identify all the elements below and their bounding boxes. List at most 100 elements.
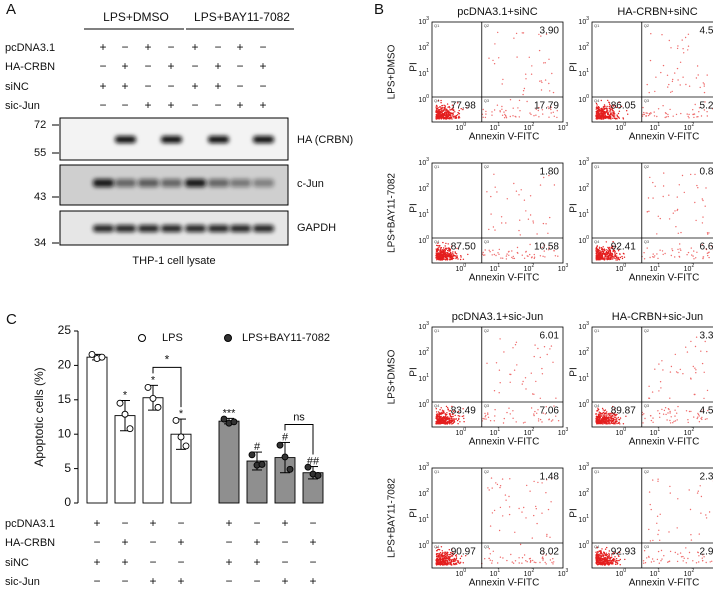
event-dot [618, 555, 620, 558]
caption: THP-1 cell lysate [132, 255, 215, 267]
y-axis-label: PI [409, 508, 420, 517]
event-dot [441, 258, 444, 261]
event-dot [613, 257, 615, 259]
condition-sign: + [225, 555, 232, 569]
event-dot [443, 104, 445, 107]
event-dot [667, 86, 669, 88]
event-dot [447, 564, 449, 566]
event-dot [687, 45, 690, 47]
event-dot [437, 99, 440, 102]
event-dot [436, 413, 438, 415]
event-dot [697, 187, 699, 189]
event-dot [492, 226, 495, 228]
event-dot [676, 208, 679, 211]
event-dot [643, 562, 645, 564]
event-dot [649, 256, 651, 259]
event-dot [450, 112, 452, 114]
event-dot [533, 414, 535, 417]
tick-base: 10 [650, 430, 658, 437]
event-dot [648, 385, 650, 387]
event-dot [458, 562, 460, 564]
event-dot [512, 347, 514, 349]
event-dot [597, 413, 599, 415]
event-dot [601, 256, 604, 258]
event-dot [661, 360, 663, 362]
event-dot [600, 551, 602, 554]
event-dot [486, 191, 488, 193]
tick-base: 10 [418, 350, 426, 357]
condition-sign: + [214, 59, 221, 73]
event-dot [519, 219, 521, 221]
condition-sign: − [253, 574, 260, 588]
event-dot [436, 550, 438, 552]
plot-frame [431, 326, 564, 428]
event-dot [657, 480, 659, 482]
event-dot [504, 494, 507, 496]
event-dot [438, 558, 441, 560]
event-dot [699, 485, 701, 487]
event-dot [649, 59, 652, 62]
event-dot [661, 34, 663, 36]
event-dot [453, 559, 455, 561]
event-dot [648, 528, 650, 531]
condition-sign: + [144, 40, 151, 54]
event-dot [659, 217, 661, 220]
event-dot [484, 558, 486, 560]
event-dot [509, 373, 511, 375]
event-dot [700, 350, 702, 352]
event-dot [671, 248, 673, 250]
event-dot [516, 56, 518, 58]
event-dot [607, 563, 609, 566]
event-dot [506, 198, 508, 200]
event-dot [670, 416, 672, 418]
plot-frame [591, 467, 713, 569]
event-dot [485, 414, 487, 417]
event-dot [648, 397, 650, 399]
event-dot [667, 113, 669, 116]
event-dot [452, 410, 455, 412]
tick-exponent: 1 [657, 568, 660, 574]
event-dot [457, 114, 459, 116]
tick-base: 10 [558, 571, 566, 578]
quadrant-value: 6.01 [540, 331, 560, 342]
event-dot [535, 380, 537, 383]
event-dot [674, 210, 676, 212]
event-dot [512, 562, 515, 564]
event-dot [435, 248, 437, 250]
event-dot [612, 245, 614, 247]
event-dot [449, 413, 451, 415]
event-dot [446, 110, 449, 112]
bracket [152, 366, 182, 408]
event-dot [602, 414, 604, 416]
event-dot [508, 407, 510, 409]
event-dot [669, 492, 671, 494]
event-dot [679, 368, 681, 371]
event-dot [705, 248, 707, 250]
event-dot [669, 412, 671, 414]
event-dot [450, 109, 452, 111]
event-dot [440, 422, 442, 424]
event-dot [687, 557, 689, 560]
event-dot [440, 256, 442, 258]
event-dot [652, 256, 654, 258]
event-dot [518, 116, 520, 118]
event-dot [662, 105, 664, 107]
event-dot [462, 108, 464, 111]
event-dot [510, 553, 512, 556]
event-dot [616, 118, 618, 120]
event-dot [513, 37, 515, 39]
event-dot [448, 114, 451, 116]
event-dot [642, 113, 644, 116]
event-dot [598, 559, 600, 562]
event-dot [698, 415, 700, 417]
event-dot [467, 253, 469, 256]
event-dot [656, 115, 658, 118]
tick-exponent: 1 [497, 427, 500, 433]
event-dot [542, 559, 544, 561]
condition-label: sic-Jun [5, 576, 40, 588]
event-dot [605, 241, 607, 243]
event-dot [489, 251, 491, 253]
event-dot [669, 371, 672, 373]
event-dot [626, 110, 628, 112]
